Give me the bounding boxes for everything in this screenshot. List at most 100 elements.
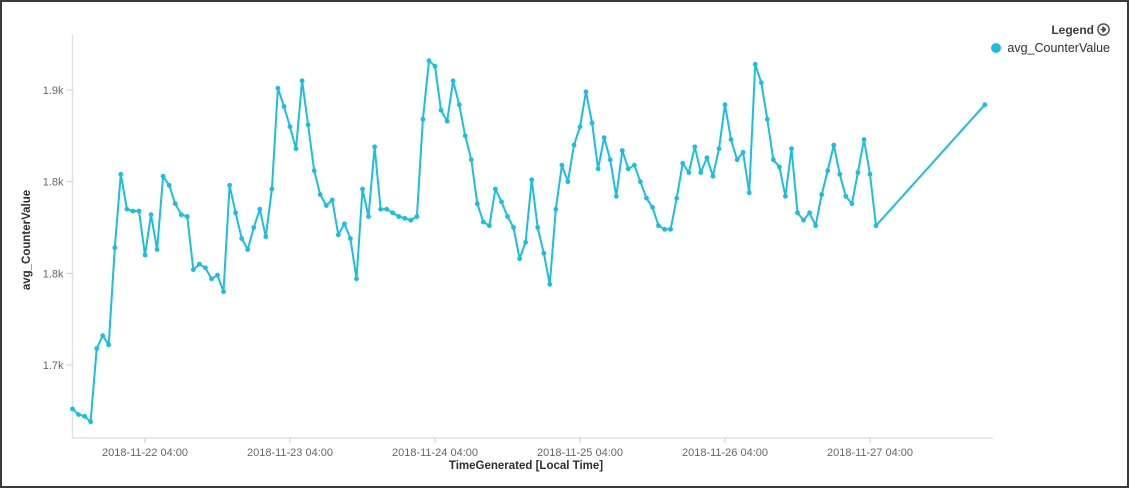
- data-point[interactable]: [625, 166, 631, 172]
- data-point[interactable]: [632, 162, 637, 168]
- data-point[interactable]: [770, 157, 776, 163]
- data-point[interactable]: [462, 133, 468, 139]
- data-point[interactable]: [704, 155, 710, 161]
- data-point[interactable]: [746, 190, 752, 196]
- data-point[interactable]: [360, 186, 365, 192]
- circled-right-arrow-icon[interactable]: [1097, 23, 1110, 36]
- data-point[interactable]: [299, 78, 305, 84]
- data-point[interactable]: [511, 225, 516, 230]
- data-point[interactable]: [468, 157, 474, 163]
- data-point[interactable]: [124, 206, 130, 212]
- series-avg_CounterValue[interactable]: [70, 58, 988, 425]
- data-point[interactable]: [777, 164, 782, 170]
- data-point[interactable]: [203, 265, 208, 271]
- data-point[interactable]: [148, 212, 154, 218]
- data-point[interactable]: [396, 214, 402, 219]
- data-point[interactable]: [638, 179, 643, 185]
- data-point[interactable]: [716, 146, 722, 152]
- data-point[interactable]: [372, 144, 377, 150]
- data-point[interactable]: [553, 206, 559, 212]
- data-point[interactable]: [801, 217, 806, 223]
- data-point[interactable]: [547, 281, 553, 287]
- data-point[interactable]: [70, 406, 75, 412]
- data-point[interactable]: [680, 160, 686, 166]
- data-point[interactable]: [82, 413, 87, 419]
- data-point[interactable]: [317, 192, 323, 197]
- data-point[interactable]: [541, 250, 547, 256]
- data-point[interactable]: [849, 201, 855, 207]
- data-point[interactable]: [438, 107, 444, 113]
- data-point[interactable]: [517, 256, 522, 262]
- data-point[interactable]: [613, 193, 619, 199]
- legend-item-avg-countervalue[interactable]: avg_CounterValue: [991, 42, 1110, 55]
- data-point[interactable]: [420, 116, 426, 122]
- data-point[interactable]: [432, 63, 438, 69]
- data-point[interactable]: [692, 144, 698, 150]
- data-point[interactable]: [656, 223, 661, 229]
- data-point[interactable]: [414, 214, 420, 219]
- data-point[interactable]: [402, 215, 408, 221]
- data-point[interactable]: [88, 419, 93, 425]
- data-point[interactable]: [807, 210, 812, 216]
- data-point[interactable]: [118, 171, 124, 177]
- data-point[interactable]: [529, 177, 535, 183]
- data-point[interactable]: [281, 104, 287, 109]
- data-point[interactable]: [215, 272, 220, 278]
- data-point[interactable]: [329, 197, 335, 203]
- data-point[interactable]: [535, 225, 541, 230]
- data-point[interactable]: [825, 168, 831, 174]
- data-point[interactable]: [559, 162, 565, 168]
- data-point[interactable]: [783, 193, 788, 199]
- data-point[interactable]: [390, 210, 396, 216]
- data-point[interactable]: [245, 247, 251, 252]
- data-point[interactable]: [348, 236, 353, 241]
- data-point[interactable]: [668, 226, 673, 232]
- data-point[interactable]: [323, 203, 329, 208]
- data-point[interactable]: [722, 102, 728, 108]
- data-point[interactable]: [233, 210, 239, 216]
- data-point[interactable]: [263, 234, 269, 240]
- data-point[interactable]: [571, 142, 577, 148]
- data-point[interactable]: [698, 170, 704, 175]
- data-point[interactable]: [197, 261, 202, 267]
- data-point[interactable]: [275, 85, 281, 91]
- data-point[interactable]: [474, 201, 480, 207]
- data-point[interactable]: [184, 214, 190, 219]
- data-point[interactable]: [873, 223, 879, 229]
- data-point[interactable]: [565, 179, 571, 185]
- data-point[interactable]: [160, 173, 166, 179]
- data-point[interactable]: [287, 124, 293, 130]
- data-point[interactable]: [650, 204, 655, 210]
- data-point[interactable]: [813, 223, 818, 229]
- data-point[interactable]: [686, 170, 692, 175]
- data-point[interactable]: [227, 182, 233, 188]
- data-point[interactable]: [589, 120, 595, 126]
- data-point[interactable]: [855, 170, 861, 175]
- data-point[interactable]: [505, 214, 510, 219]
- data-point[interactable]: [601, 135, 607, 141]
- data-point[interactable]: [710, 173, 716, 179]
- data-point[interactable]: [221, 289, 226, 295]
- data-point[interactable]: [789, 146, 794, 152]
- data-point[interactable]: [172, 201, 178, 207]
- data-point[interactable]: [257, 206, 263, 212]
- data-point[interactable]: [831, 142, 837, 148]
- data-point[interactable]: [752, 61, 758, 67]
- data-point[interactable]: [619, 148, 625, 153]
- legend-header[interactable]: Legend: [991, 23, 1110, 36]
- data-point[interactable]: [450, 78, 456, 84]
- data-point[interactable]: [335, 232, 341, 238]
- data-point[interactable]: [305, 122, 311, 128]
- data-point[interactable]: [644, 195, 649, 201]
- data-point[interactable]: [426, 58, 432, 64]
- data-point[interactable]: [795, 210, 800, 216]
- data-point[interactable]: [843, 193, 849, 199]
- data-point[interactable]: [100, 333, 106, 339]
- data-point[interactable]: [209, 276, 214, 282]
- data-point[interactable]: [166, 182, 172, 188]
- data-point[interactable]: [583, 89, 589, 95]
- data-point[interactable]: [269, 186, 275, 192]
- data-point[interactable]: [499, 199, 504, 205]
- data-point[interactable]: [142, 252, 148, 258]
